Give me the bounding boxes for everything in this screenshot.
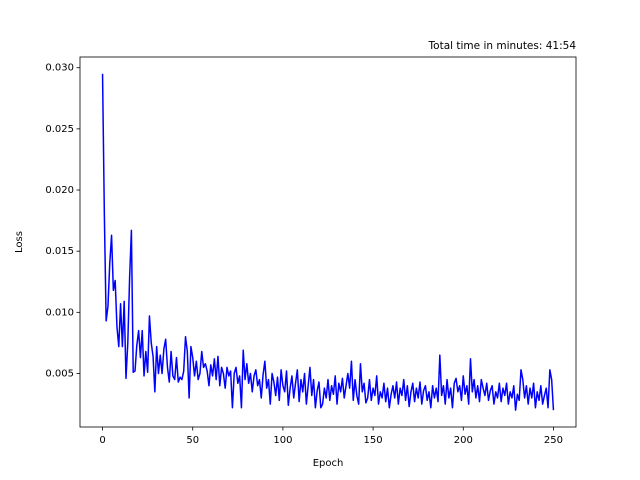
chart-title: Total time in minutes: 41:54 [428, 40, 577, 52]
x-tick-label: 100 [273, 435, 292, 446]
y-axis-label: Loss [14, 231, 25, 253]
loss-line [101, 73, 555, 411]
y-tick-label: 0.015 [45, 246, 74, 257]
y-tick-label: 0.020 [45, 185, 74, 196]
x-tick-label: 200 [454, 435, 473, 446]
x-tick-label: 0 [99, 435, 105, 446]
y-tick-label: 0.030 [45, 63, 74, 74]
y-tick-label: 0.005 [45, 368, 74, 379]
x-axis-label: Epoch [313, 458, 344, 469]
x-tick-label: 50 [186, 435, 199, 446]
axes-frame [79, 56, 577, 428]
y-tick-label: 0.010 [45, 307, 74, 318]
x-tick-label: 150 [364, 435, 383, 446]
y-tick-label: 0.025 [45, 124, 74, 135]
x-tick-label: 250 [544, 435, 563, 446]
